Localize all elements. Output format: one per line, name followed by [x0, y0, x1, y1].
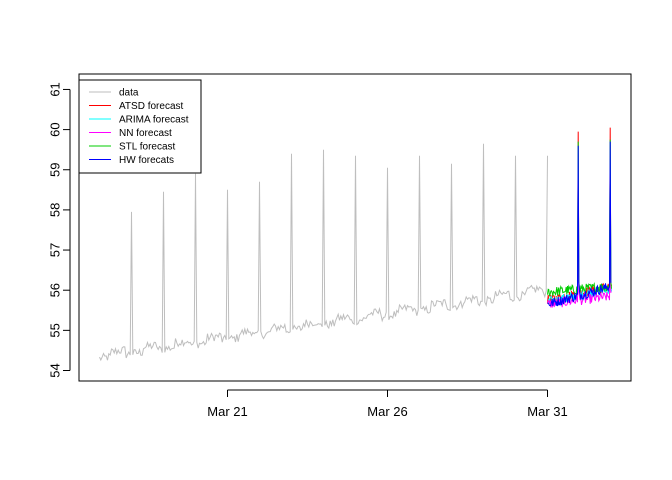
- y-tick-label: 60: [47, 122, 62, 136]
- legend-label: HW forecats: [119, 155, 174, 166]
- series-hw-forecats: [547, 141, 612, 307]
- series-stl-forecast: [547, 139, 612, 297]
- y-tick-label: 56: [47, 283, 62, 297]
- y-tick-label: 57: [47, 243, 62, 257]
- axes-layer: 54 55 56 57 58 59 60 61 Mar 21 Mar 26 Mar 31: [47, 82, 567, 419]
- y-tick-label: 54: [47, 363, 62, 377]
- series-data: [99, 143, 548, 362]
- y-tick-label: 61: [47, 82, 62, 96]
- series-atsd-forecast: [547, 127, 612, 305]
- x-tick-label: Mar 21: [207, 404, 247, 419]
- legend: data ATSD forecast ARIMA forecast NN foreca…: [78, 79, 202, 174]
- legend-label: ATSD forecast: [119, 101, 183, 112]
- y-tick-label: 58: [47, 203, 62, 217]
- y-tick-label: 59: [47, 163, 62, 177]
- legend-box: [78, 79, 202, 174]
- plot-frame: [78, 73, 632, 382]
- x-tick-label: Mar 26: [367, 404, 407, 419]
- legend-label: data: [119, 88, 139, 99]
- data-layer: [99, 143, 548, 362]
- series-arima-forecast: [547, 141, 612, 307]
- forecast-layer: [547, 127, 612, 308]
- x-tick-label: Mar 31: [527, 404, 567, 419]
- legend-label: STL forecast: [119, 142, 176, 153]
- y-tick-label: 55: [47, 323, 62, 337]
- legend-label: ARIMA forecast: [119, 115, 189, 126]
- legend-label: NN forecast: [119, 128, 172, 139]
